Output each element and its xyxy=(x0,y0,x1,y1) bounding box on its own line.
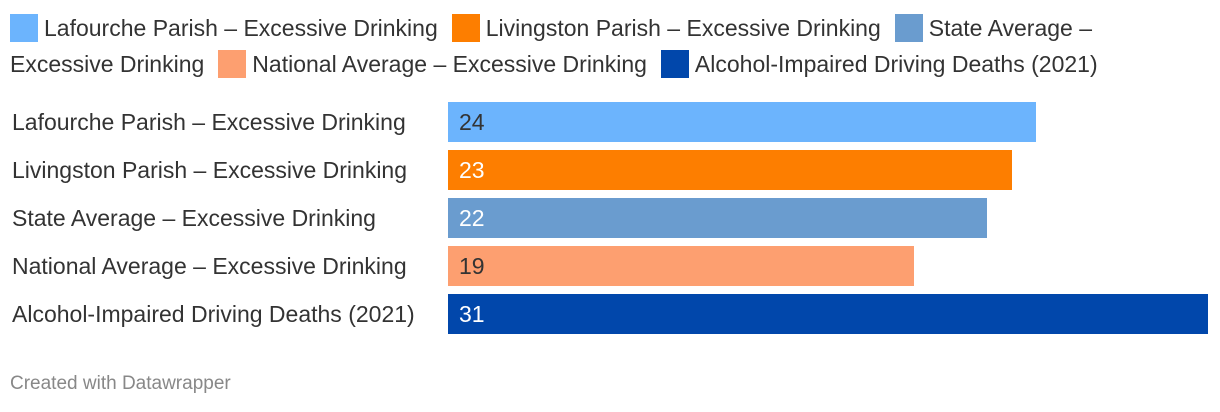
bar-value-label: 23 xyxy=(459,157,485,183)
legend-item: Livingston Parish – Excessive Drinking xyxy=(451,14,881,42)
bar-value-label: 19 xyxy=(459,253,485,279)
chart-legend: Lafourche Parish – Excessive Drinking Liv… xyxy=(10,10,1200,82)
bar-value-label: 22 xyxy=(459,205,485,231)
footer-credit[interactable]: Created with Datawrapper xyxy=(10,373,231,394)
bar-value-label: 24 xyxy=(459,109,485,135)
category-label: Livingston Parish – Excessive Drinking xyxy=(12,157,408,183)
bar: 23 xyxy=(448,150,1012,190)
category-label: Alcohol-Impaired Driving Deaths (2021) xyxy=(12,301,415,327)
bar-value-label: 31 xyxy=(459,301,485,327)
legend-swatch xyxy=(10,14,38,42)
legend-label: State Average – Excessive Drinking xyxy=(10,15,1093,77)
bar: 31 xyxy=(448,294,1208,334)
legend-item: National Average – Excessive Drinking xyxy=(218,50,647,78)
legend-item: Alcohol-Impaired Driving Deaths (2021) xyxy=(660,50,1098,78)
legend-label: Lafourche Parish – Excessive Drinking xyxy=(44,15,438,41)
category-label: State Average – Excessive Drinking xyxy=(12,205,376,231)
category-label: Lafourche Parish – Excessive Drinking xyxy=(12,109,406,135)
legend-swatch xyxy=(451,14,480,42)
bar: 19 xyxy=(448,246,914,286)
category-label: National Average – Excessive Drinking xyxy=(12,253,407,279)
legend-label: Alcohol-Impaired Driving Deaths (2021) xyxy=(694,51,1098,77)
legend-item: State Average – Excessive Drinking xyxy=(10,14,1093,77)
legend-label: National Average – Excessive Drinking xyxy=(252,51,647,77)
legend-swatch xyxy=(218,50,247,78)
legend-label: Livingston Parish – Excessive Drinking xyxy=(485,15,881,41)
legend-item: Lafourche Parish – Excessive Drinking xyxy=(10,14,438,42)
bar: 22 xyxy=(448,198,988,238)
bar: 24 xyxy=(448,102,1037,142)
legend-swatch xyxy=(660,50,689,78)
legend-swatch xyxy=(894,14,923,42)
